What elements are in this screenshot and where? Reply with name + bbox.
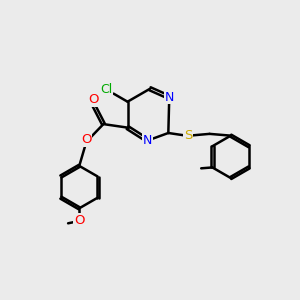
Text: O: O — [89, 93, 99, 106]
Text: N: N — [165, 91, 174, 104]
Text: O: O — [74, 214, 85, 226]
Text: Cl: Cl — [100, 83, 112, 96]
Text: O: O — [81, 133, 92, 146]
Text: S: S — [184, 129, 193, 142]
Text: N: N — [143, 134, 152, 147]
